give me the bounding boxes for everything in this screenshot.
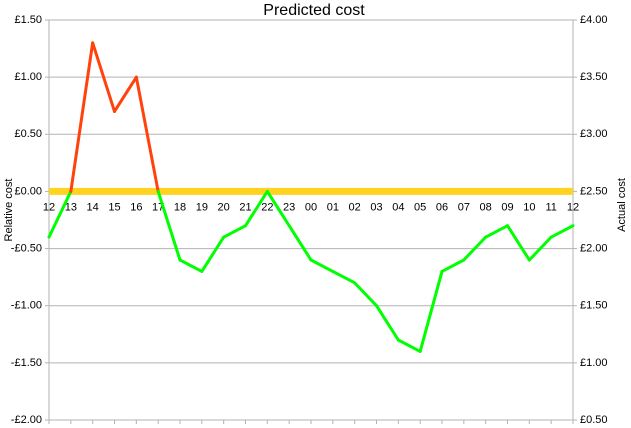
line-segment: [375, 304, 400, 342]
y-axis-title: Relative cost: [3, 179, 15, 242]
x-tick-label: 07: [458, 201, 470, 213]
y2-axis-title: Actual cost: [616, 178, 628, 232]
x-tick-label: 16: [130, 201, 142, 213]
y-tick-label: £0.00: [14, 185, 42, 197]
line-segment: [353, 281, 378, 308]
line-segment: [418, 269, 444, 353]
x-tick-label: 21: [239, 201, 251, 213]
y-tick-label: -£1.50: [11, 357, 42, 369]
x-tick-label: 08: [480, 201, 492, 213]
x-tick-label: 23: [283, 201, 295, 213]
chart-title: Predicted cost: [263, 2, 365, 19]
line-segment: [200, 235, 226, 273]
line-segment: [462, 235, 488, 262]
x-tick-label: 02: [349, 201, 361, 213]
y2-tick-label: £2.50: [580, 185, 608, 197]
x-tick-label: 03: [370, 201, 382, 213]
y-tick-label: -£0.50: [11, 242, 42, 254]
x-tick-label: 05: [414, 201, 426, 213]
y2-tick-label: £4.00: [580, 14, 608, 26]
y2-tick-label: £0.50: [580, 414, 608, 426]
x-tick-label: 20: [218, 201, 230, 213]
y2-tick-label: £3.50: [580, 71, 608, 83]
x-tick-label: 11: [545, 201, 556, 213]
line-segment: [113, 75, 138, 113]
line-segment: [287, 224, 313, 262]
x-tick-label: 22: [261, 201, 273, 213]
x-tick-label: 15: [108, 201, 120, 213]
y-tick-label: -£2.00: [11, 414, 42, 426]
x-tick-label: 12: [43, 201, 55, 213]
line-segment: [222, 224, 247, 239]
y-tick-label: £0.50: [14, 128, 42, 140]
x-tick-label: 13: [65, 201, 77, 213]
x-tick-label: 09: [501, 201, 513, 213]
x-tick-label: 01: [327, 201, 339, 213]
line-segment: [309, 258, 335, 273]
line-segment: [484, 224, 509, 239]
line-segment: [91, 41, 116, 113]
x-tick-label: 00: [305, 201, 317, 213]
y-tick-label: -£1.00: [11, 300, 42, 312]
x-tick-label: 12: [567, 201, 579, 213]
x-tick-label: 04: [392, 201, 404, 213]
line-segment: [47, 189, 73, 239]
x-tick-label: 14: [87, 201, 99, 213]
line-segment: [244, 189, 269, 228]
line-segment: [440, 258, 466, 273]
y2-tick-label: £1.50: [580, 300, 608, 312]
y2-tick-label: £2.00: [580, 242, 608, 254]
x-tick-label: 10: [523, 201, 535, 213]
x-tick-label: 19: [196, 201, 208, 213]
line-segment: [178, 258, 204, 273]
line-segment: [527, 235, 553, 262]
x-tick-label: 18: [174, 201, 186, 213]
y2-tick-label: £1.00: [580, 357, 608, 369]
line-segment: [69, 41, 95, 193]
y-tick-label: £1.00: [14, 71, 42, 83]
line-segment: [134, 75, 160, 193]
line-segment: [549, 224, 575, 239]
line-segment: [331, 269, 357, 285]
line-segment: [396, 338, 422, 353]
x-tick-label: 06: [436, 201, 448, 213]
y2-tick-label: £3.00: [580, 128, 608, 140]
y-tick-label: £1.50: [14, 14, 42, 26]
line-segment: [156, 189, 182, 262]
line-segment: [506, 224, 531, 262]
line-segment: [265, 189, 291, 228]
